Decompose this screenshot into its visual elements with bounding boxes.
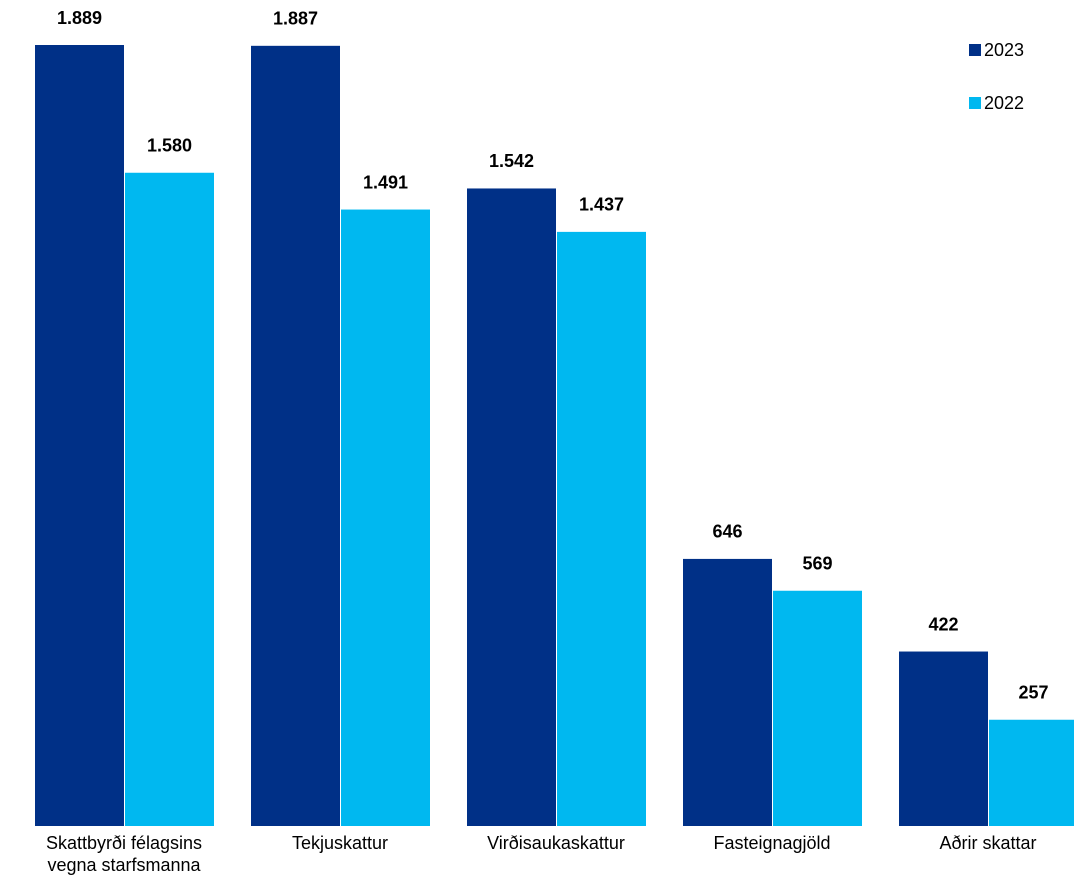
bar [989, 719, 1074, 826]
x-tick-label: Aðrir skattar [939, 833, 1037, 853]
data-label: 1.887 [273, 9, 318, 29]
x-tick-label: Tekjuskattur [291, 833, 389, 853]
data-label: 1.580 [147, 136, 192, 156]
x-tick-label: Virðisaukaskattur [487, 833, 625, 853]
bar [35, 45, 124, 826]
legend-label: 2023 [984, 40, 1024, 60]
data-label: 257 [1018, 682, 1048, 702]
data-label: 569 [802, 553, 832, 573]
data-label: 1.491 [363, 172, 408, 192]
legend-swatch [969, 97, 981, 109]
bar [467, 188, 556, 827]
bar [125, 172, 214, 827]
bar [899, 651, 988, 826]
data-label: 1.889 [57, 8, 102, 28]
data-label: 1.542 [489, 151, 534, 171]
data-label: 1.437 [579, 195, 624, 215]
bar [683, 558, 772, 826]
legend-label: 2022 [984, 93, 1024, 113]
data-label: 422 [928, 614, 958, 634]
x-tick-label: Skattbyrði félagsins vegna starfsmanna [45, 833, 203, 875]
bar [773, 590, 862, 826]
bar [557, 231, 646, 827]
bar [341, 209, 430, 826]
legend-swatch [969, 44, 981, 56]
x-tick-label: Fasteignagjöld [713, 833, 831, 853]
bar [251, 45, 340, 826]
data-label: 646 [712, 522, 742, 542]
